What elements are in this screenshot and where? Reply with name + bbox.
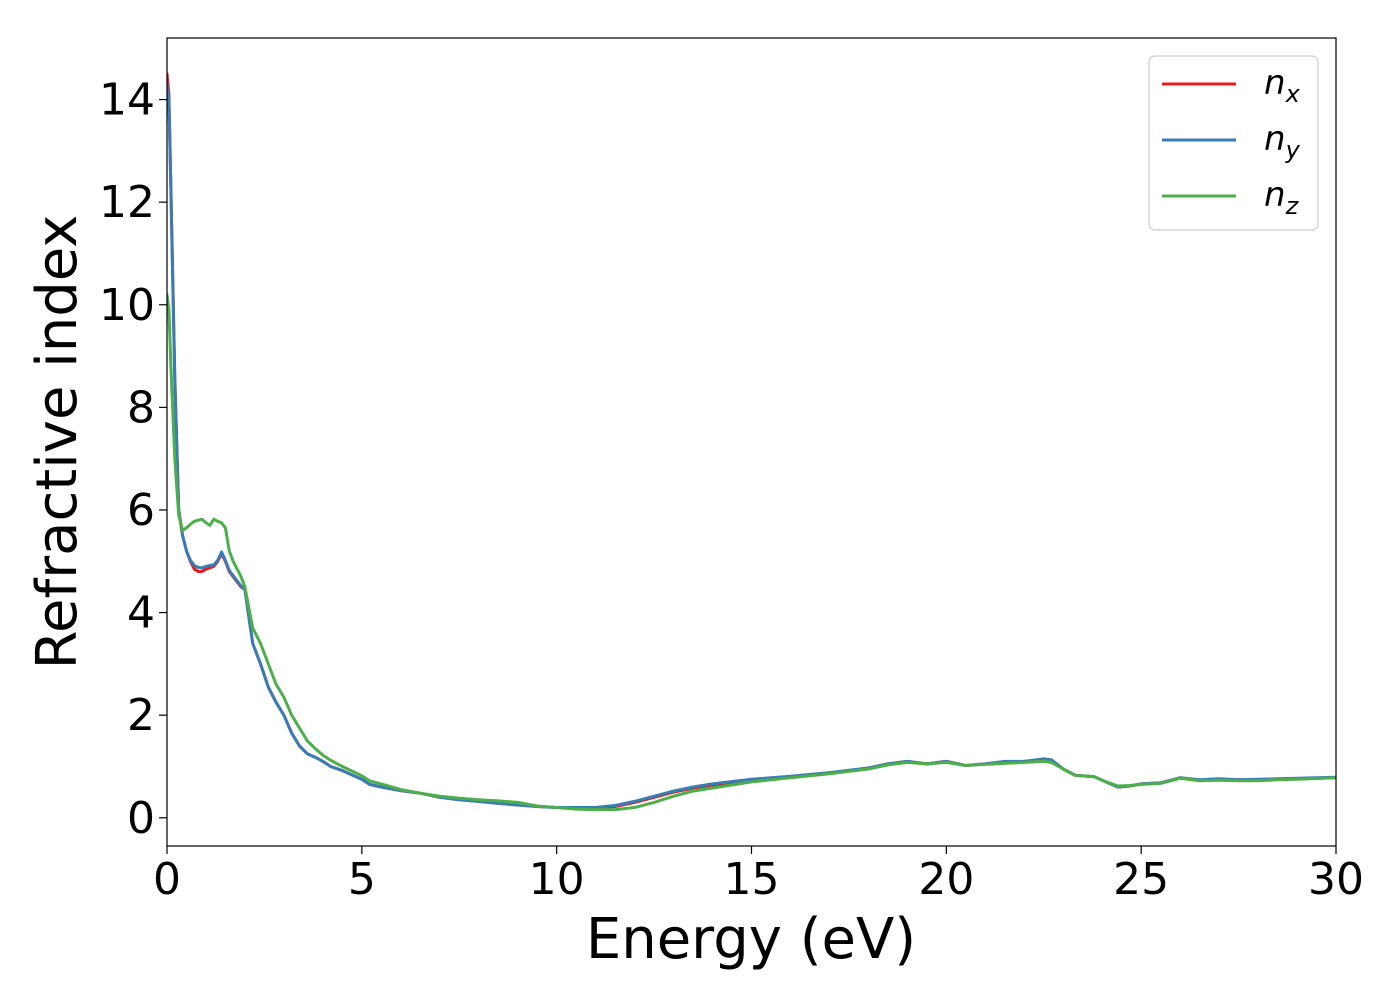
- series-line-nz: [167, 293, 1336, 812]
- y-tick-label: 10: [99, 280, 155, 331]
- y-tick-label: 2: [127, 690, 155, 741]
- legend-box: [1148, 55, 1319, 231]
- x-tick-label: 0: [153, 854, 181, 905]
- y-tick-label: 14: [99, 75, 155, 126]
- x-tick-label: 30: [1308, 854, 1364, 905]
- y-tick-label: 12: [99, 177, 155, 228]
- x-tick-label: 5: [348, 854, 376, 905]
- x-tick-label: 15: [724, 854, 780, 905]
- y-tick-label: 4: [127, 588, 155, 639]
- x-tick-label: 25: [1113, 854, 1169, 905]
- y-tick-label: 8: [127, 382, 155, 433]
- series-layer: [167, 72, 1336, 812]
- x-axis-label: Energy (eV): [586, 907, 916, 972]
- x-tick-label: 20: [918, 854, 974, 905]
- y-axis-label: Refractive index: [25, 215, 90, 670]
- y-axis-ticks: 0 2 4 6 8 10 12 14: [99, 75, 167, 844]
- y-tick-label: 6: [127, 485, 155, 536]
- x-tick-label: 10: [529, 854, 585, 905]
- x-axis-ticks: 0 5 10 15 20 25 30: [153, 846, 1364, 905]
- y-tick-label: 0: [127, 793, 155, 844]
